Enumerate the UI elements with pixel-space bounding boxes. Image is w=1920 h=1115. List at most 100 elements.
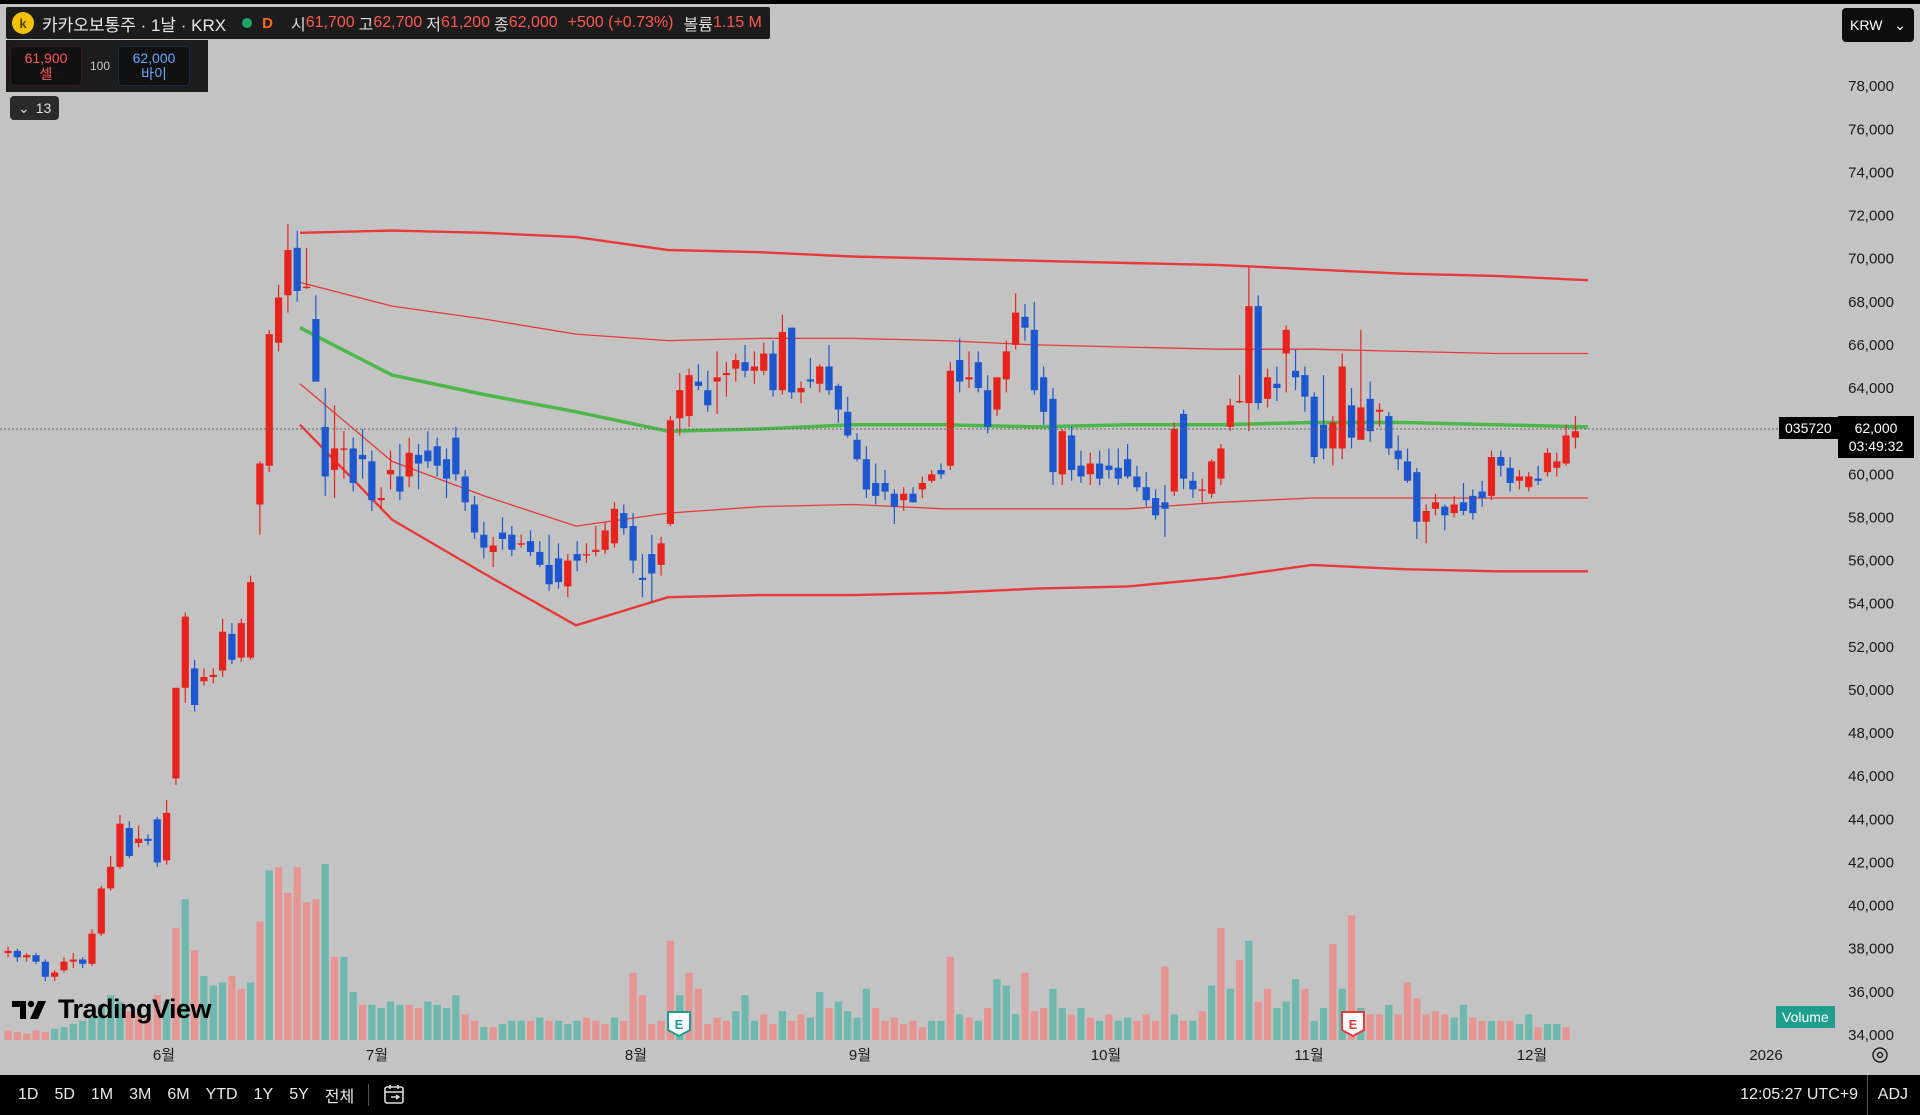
candle[interactable] [1450,495,1458,518]
candle[interactable] [349,437,357,492]
candle[interactable] [1217,444,1225,486]
candle[interactable] [1198,478,1206,503]
candle[interactable] [1226,398,1234,432]
candle[interactable] [97,886,105,936]
candle[interactable] [508,526,516,557]
candle[interactable] [834,383,842,423]
candle[interactable] [1161,485,1169,537]
candle[interactable] [760,342,768,376]
candle[interactable] [1431,493,1440,516]
candle[interactable] [536,541,544,568]
candle[interactable] [1170,422,1178,496]
candle[interactable] [321,388,329,496]
candle[interactable] [1562,424,1570,466]
currency-selector[interactable]: KRW ⌄ [1842,8,1914,42]
sell-button[interactable]: 61,900 셀 [10,46,82,86]
settings-gear-icon[interactable] [1872,1047,1888,1063]
candle[interactable] [862,446,870,499]
candle[interactable] [1478,480,1486,507]
adj-toggle[interactable]: ADJ [1866,1075,1908,1115]
candle[interactable] [1338,353,1346,460]
candle[interactable] [302,247,311,289]
candle[interactable] [237,618,245,662]
candle[interactable] [1114,448,1122,486]
candle[interactable] [1422,504,1430,544]
candle[interactable] [274,284,283,352]
candle[interactable] [470,495,479,539]
candle[interactable] [377,487,385,509]
candle[interactable] [1151,489,1160,520]
candle[interactable] [1319,375,1328,460]
candle[interactable] [13,948,21,962]
candle[interactable] [1273,366,1281,401]
candle[interactable] [181,612,189,703]
candle[interactable] [200,668,208,686]
candle[interactable] [965,351,973,389]
candle[interactable] [1515,469,1524,490]
candle[interactable] [1133,465,1141,492]
candle[interactable] [620,504,628,535]
candle[interactable] [517,534,525,548]
range-button-0[interactable]: 1D [18,1086,39,1103]
candle[interactable] [23,953,31,962]
candle[interactable] [69,953,77,969]
candle[interactable] [1049,388,1057,486]
candle[interactable] [1030,301,1038,395]
candle[interactable] [116,815,124,869]
candle[interactable] [228,623,236,665]
range-button-7[interactable]: 5Y [289,1086,309,1103]
candle[interactable] [1413,467,1421,539]
candle[interactable] [498,517,507,550]
price-chart[interactable]: 78,000 76,000 74,000 72,000 70,000 68,000 66,0… [0,4,1920,1075]
candle[interactable] [1459,482,1468,516]
candle[interactable] [1403,448,1412,483]
candle[interactable] [806,357,814,389]
candle[interactable] [1254,295,1262,410]
candle[interactable] [844,396,852,438]
candle[interactable] [1021,303,1029,341]
candle[interactable] [610,502,619,548]
candle[interactable] [386,450,395,490]
candle[interactable] [452,426,460,481]
candle[interactable] [1310,392,1318,464]
candle[interactable] [1207,459,1216,499]
candle[interactable] [974,351,982,393]
candle[interactable] [881,469,889,501]
candle[interactable] [41,959,49,982]
candle[interactable] [1189,472,1197,499]
candle[interactable] [909,487,917,503]
candle[interactable] [265,329,273,473]
candle[interactable] [592,526,600,557]
candle[interactable] [984,375,992,434]
candle[interactable] [125,821,133,859]
candle[interactable] [1497,450,1505,477]
candle[interactable] [993,377,1001,417]
candle[interactable] [956,338,964,393]
candle[interactable] [88,929,96,966]
candle[interactable] [900,487,908,511]
candle[interactable] [424,431,432,468]
candle[interactable] [1086,452,1094,486]
candle[interactable] [1077,450,1085,483]
candle[interactable] [601,521,609,555]
range-button-6[interactable]: 1Y [253,1086,274,1103]
candle[interactable] [172,687,180,785]
candle[interactable] [741,344,749,378]
candle[interactable] [1347,388,1356,449]
candle[interactable] [107,856,115,891]
candle[interactable] [1002,340,1010,393]
range-button-3[interactable]: 3M [129,1086,152,1103]
candle[interactable] [1124,444,1132,479]
candle[interactable] [461,469,469,511]
candle[interactable] [648,534,656,602]
candle[interactable] [330,405,339,499]
candle[interactable] [284,224,292,313]
candle[interactable] [32,953,40,964]
candle[interactable] [1105,448,1113,479]
candle[interactable] [750,351,758,384]
buy-button[interactable]: 62,000 바이 [118,46,190,86]
candle[interactable] [144,834,152,846]
candle[interactable] [554,543,563,589]
chart-area[interactable]: 78,000 76,000 74,000 72,000 70,000 68,000 66,0… [0,4,1920,1075]
